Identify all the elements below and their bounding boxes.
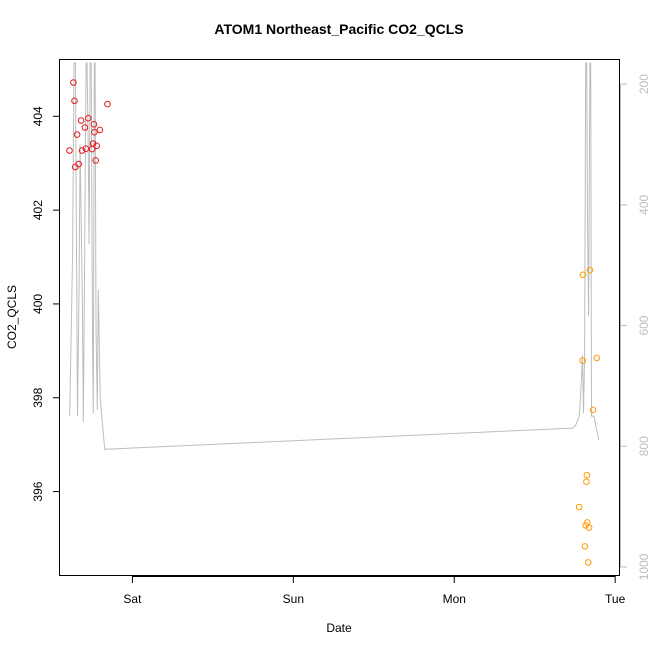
series-2-point-4 [581,543,589,550]
series-2-point-13 [593,354,601,362]
y2-tick-label: 200 [637,74,650,94]
x-tick-label: Tue [605,592,626,606]
y-axis-right: 200 400 600 800 1000 [620,74,650,580]
y2-tick-label: 1000 [637,553,650,580]
series-2-point-9 [585,559,592,566]
series-1-point-5 [73,131,81,138]
x-axis: Sat Sun Mon Tue [123,576,626,606]
x-tick-label: Sat [123,592,142,606]
series-1-point-7 [77,117,85,124]
series-1-point-10 [82,145,90,152]
series-2-point-3 [579,357,587,365]
series-1-point-11 [85,114,92,122]
series-1-point-2 [70,79,77,86]
series-2-point-6 [583,478,590,486]
series-1-point-3 [71,97,78,105]
x-tick-label: Sun [283,592,304,606]
series-1-point-8 [78,147,86,154]
y-tick-label: 396 [31,481,45,501]
x-axis-label: Date [326,621,352,635]
y2-tick-label: 600 [637,315,650,335]
y-tick-label: 398 [31,387,45,407]
series-1-point-18 [96,126,104,134]
points-layer [66,79,601,566]
series-1-point-19 [104,100,111,108]
series-2-point-1 [575,503,583,511]
y-tick-label: 402 [31,200,45,220]
series-2-point-2 [579,271,587,279]
series-1-point-1 [66,147,73,154]
series-1-point-16 [92,157,99,164]
y-tick-label: 400 [31,294,45,314]
series-1-point-17 [93,142,100,150]
series-2-point-10 [585,524,593,532]
series-1-point-9 [81,124,89,131]
series-1-point-15 [91,128,98,136]
secondary-series-line [69,62,600,450]
chart-title: ATOM1 Northeast_Pacific CO2_QCLS [214,21,463,37]
series-2-point-7 [583,471,591,479]
series-2-point-11 [586,266,594,274]
y2-tick-label: 800 [637,436,650,456]
y-axis-left: 396 398 400 402 404 [31,106,60,502]
y2-tick-label: 400 [637,195,650,215]
series-1-point-14 [90,121,98,128]
secondary-line-layer [69,62,600,450]
series-1-point-6 [75,160,82,168]
y-tick-label: 404 [31,106,45,126]
x-tick-label: Mon [443,592,466,606]
y-axis-label: CO2_QCLS [5,285,19,349]
series-2-point-12 [589,406,597,414]
